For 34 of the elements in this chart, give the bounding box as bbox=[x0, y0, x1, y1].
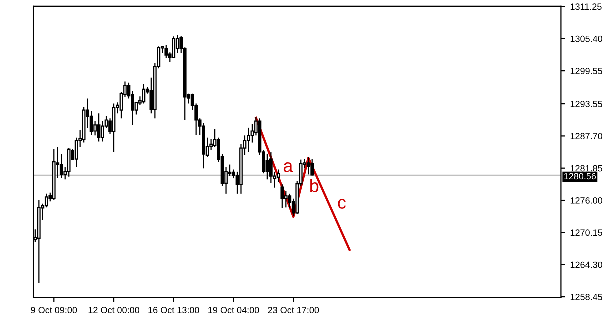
x-tick-label: 16 Oct 13:00 bbox=[148, 307, 200, 314]
candlestick bbox=[172, 36, 176, 59]
candlestick bbox=[247, 127, 250, 153]
candlestick bbox=[67, 148, 71, 178]
candlestick bbox=[97, 113, 101, 142]
candlestick bbox=[164, 44, 168, 59]
candlestick bbox=[142, 84, 146, 104]
candlestick bbox=[310, 158, 314, 176]
candlestick bbox=[176, 34, 180, 54]
y-tick-label: 1281.85 bbox=[570, 165, 602, 172]
y-tick-label: 1258.45 bbox=[570, 294, 602, 300]
candlestick bbox=[306, 156, 310, 176]
line-series bbox=[255, 116, 351, 252]
x-tick-label: 19 Oct 04:00 bbox=[208, 307, 260, 314]
annotation: a bbox=[284, 162, 294, 172]
annotation: b bbox=[310, 179, 319, 192]
y-tick-label: 1264.30 bbox=[570, 262, 603, 268]
y-tick-label: 1305.40 bbox=[570, 36, 603, 42]
y-tick-label: 1270.15 bbox=[570, 230, 602, 236]
ref-line-label: 1280.56 bbox=[564, 173, 596, 180]
y-tick-label: 1299.55 bbox=[570, 68, 602, 74]
candlestick bbox=[270, 152, 273, 184]
candlestick bbox=[101, 120, 104, 142]
y-tick-label: 1293.55 bbox=[570, 101, 602, 108]
y-tick-label: 1287.70 bbox=[570, 133, 603, 140]
candlestick bbox=[284, 190, 288, 208]
x-tick-label: 12 Oct 00:00 bbox=[88, 307, 140, 314]
annotation: c bbox=[338, 199, 346, 209]
y-tick-label: 1311.25 bbox=[570, 4, 602, 10]
candlestick bbox=[266, 154, 270, 180]
y-tick-label: 1276.00 bbox=[570, 197, 603, 204]
x-tick-label: 9 Oct 09:00 bbox=[31, 307, 78, 314]
candlestick bbox=[280, 184, 284, 209]
x-tick-label: 23 Oct 17:00 bbox=[268, 307, 320, 314]
